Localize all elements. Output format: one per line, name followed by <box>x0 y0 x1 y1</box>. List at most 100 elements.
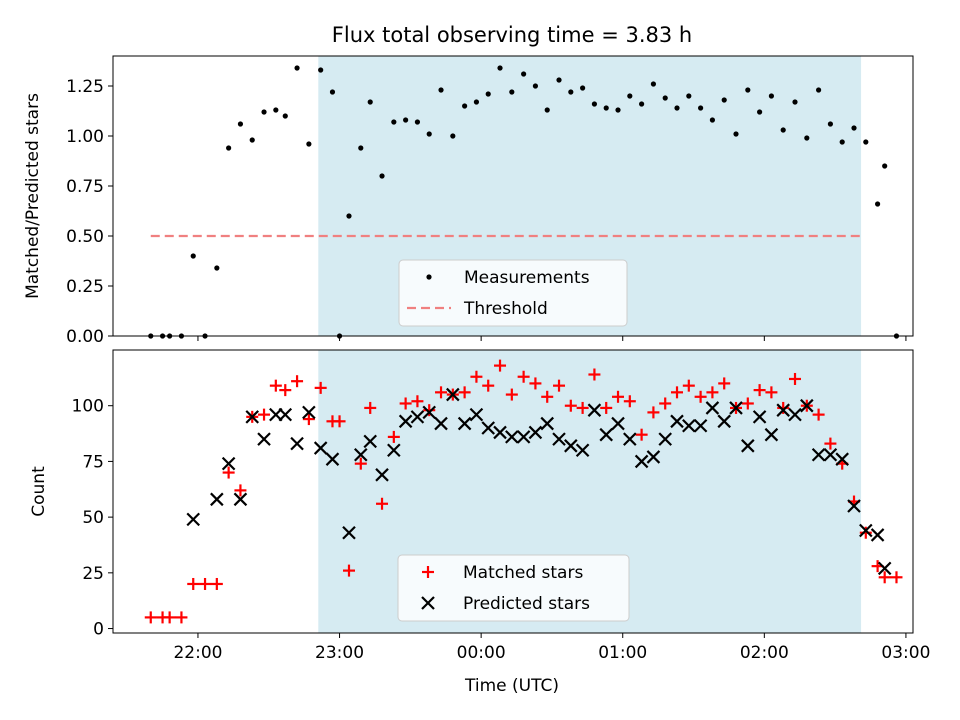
matched-star-point <box>458 386 471 399</box>
measurement-point <box>615 107 621 113</box>
matched-star-point <box>659 397 672 410</box>
matched-star-point <box>890 571 903 584</box>
predicted-star-point <box>634 454 649 469</box>
measurement-point <box>294 65 300 71</box>
matched-star-point <box>333 415 346 428</box>
x-tick-label: 01:00 <box>598 643 647 663</box>
predicted-star-point <box>245 410 260 424</box>
matched-star-point <box>505 388 518 401</box>
matched-star-point <box>706 386 719 399</box>
matched-star-point <box>354 457 367 470</box>
x-tick-label: 02:00 <box>740 643 789 663</box>
matched-star-point <box>387 430 400 443</box>
y-tick-label: 0.25 <box>66 277 104 297</box>
predicted-star-point <box>363 434 378 449</box>
measurement-point <box>650 81 657 87</box>
measurement-point <box>379 173 385 179</box>
y-tick-label: 25 <box>82 564 104 584</box>
measurement-point <box>603 105 609 111</box>
x-tick-label: 23:00 <box>315 643 364 663</box>
measurement-point <box>249 137 255 143</box>
panel-bottom-legend: Matched stars Predicted stars <box>397 554 630 622</box>
legend-predicted-label: Predicted stars <box>463 594 590 614</box>
predicted-star-point <box>375 468 389 482</box>
measurement-point <box>318 67 324 73</box>
measurement-point <box>521 71 527 77</box>
predicted-star-point <box>434 416 448 431</box>
matched-star-point <box>671 386 684 399</box>
predicted-star-point <box>481 421 495 435</box>
matched-star-point <box>824 437 837 450</box>
predicted-star-point <box>342 525 356 540</box>
predicted-star-point <box>278 407 293 422</box>
predicted-star-point <box>410 410 425 424</box>
measurement-point <box>426 131 432 137</box>
measurement-point <box>757 109 763 115</box>
measurement-point <box>497 65 503 71</box>
matched-star-point <box>210 577 223 590</box>
measurement-point <box>329 89 336 95</box>
measurement-point <box>863 139 869 145</box>
legend-predicted-marker <box>421 596 435 610</box>
matched-star-point <box>258 408 271 421</box>
panel-bottom-ylabel: Count <box>29 466 49 517</box>
measurement-point <box>346 213 352 219</box>
predicted-star-point <box>587 403 602 417</box>
count-points <box>144 359 903 624</box>
predicted-star-point <box>847 499 861 513</box>
matched-star-point <box>878 571 891 584</box>
y-tick-label: 0.00 <box>66 327 104 347</box>
predicted-star-point <box>682 418 696 433</box>
measurement-point <box>509 89 515 95</box>
measurement-point <box>190 253 196 259</box>
predicted-star-point <box>290 436 304 451</box>
predicted-star-point <box>528 425 543 440</box>
matched-star-point <box>682 379 695 392</box>
matched-star-point <box>163 611 176 624</box>
predicted-star-point <box>516 430 531 444</box>
matched-star-point <box>279 384 292 397</box>
predicted-star-point <box>646 450 661 464</box>
measurement-point <box>733 131 739 137</box>
measurement-point <box>462 103 468 109</box>
predicted-star-point <box>493 425 507 440</box>
matched-star-point <box>529 377 542 390</box>
matched-star-point <box>859 526 872 539</box>
predicted-star-point <box>505 430 519 444</box>
measurement-point <box>686 93 692 99</box>
matched-star-point <box>635 428 648 441</box>
measurement-point <box>306 141 312 147</box>
panel-bottom: 0 25 50 75 100 22:00 23:00 00:00 01:00 02:00 03:0… <box>29 349 930 696</box>
measurement-point <box>556 77 562 83</box>
matched-star-point <box>342 564 355 577</box>
predicted-star-point <box>752 410 767 424</box>
measurement-point <box>639 101 645 107</box>
matched-star-point <box>812 408 825 421</box>
measurement-point <box>662 95 668 101</box>
predicted-star-point <box>313 441 328 455</box>
measurement-point <box>282 113 288 119</box>
predicted-star-point <box>693 418 708 433</box>
x-tick-label: 22:00 <box>173 643 222 663</box>
matched-star-point <box>423 404 436 417</box>
measurement-point <box>882 163 888 169</box>
y-tick-label: 50 <box>82 508 104 528</box>
matched-star-point <box>765 386 778 399</box>
matched-star-point <box>482 379 495 392</box>
measurement-point <box>226 145 232 151</box>
predicted-star-point <box>186 512 201 527</box>
measurement-point <box>768 93 775 99</box>
matched-star-point <box>376 497 389 510</box>
predicted-star-point <box>658 432 672 446</box>
matched-star-point <box>314 381 327 394</box>
predicted-star-point <box>741 439 755 453</box>
matched-star-point <box>789 372 802 385</box>
measurement-point <box>627 93 633 99</box>
predicted-star-point <box>811 447 826 462</box>
predicted-star-point <box>387 443 401 458</box>
predicted-star-point <box>877 561 892 576</box>
matched-star-point <box>718 377 731 390</box>
measurement-point <box>403 117 409 123</box>
legend-matched-label: Matched stars <box>463 563 583 583</box>
y-tick-label: 1.00 <box>66 127 104 147</box>
